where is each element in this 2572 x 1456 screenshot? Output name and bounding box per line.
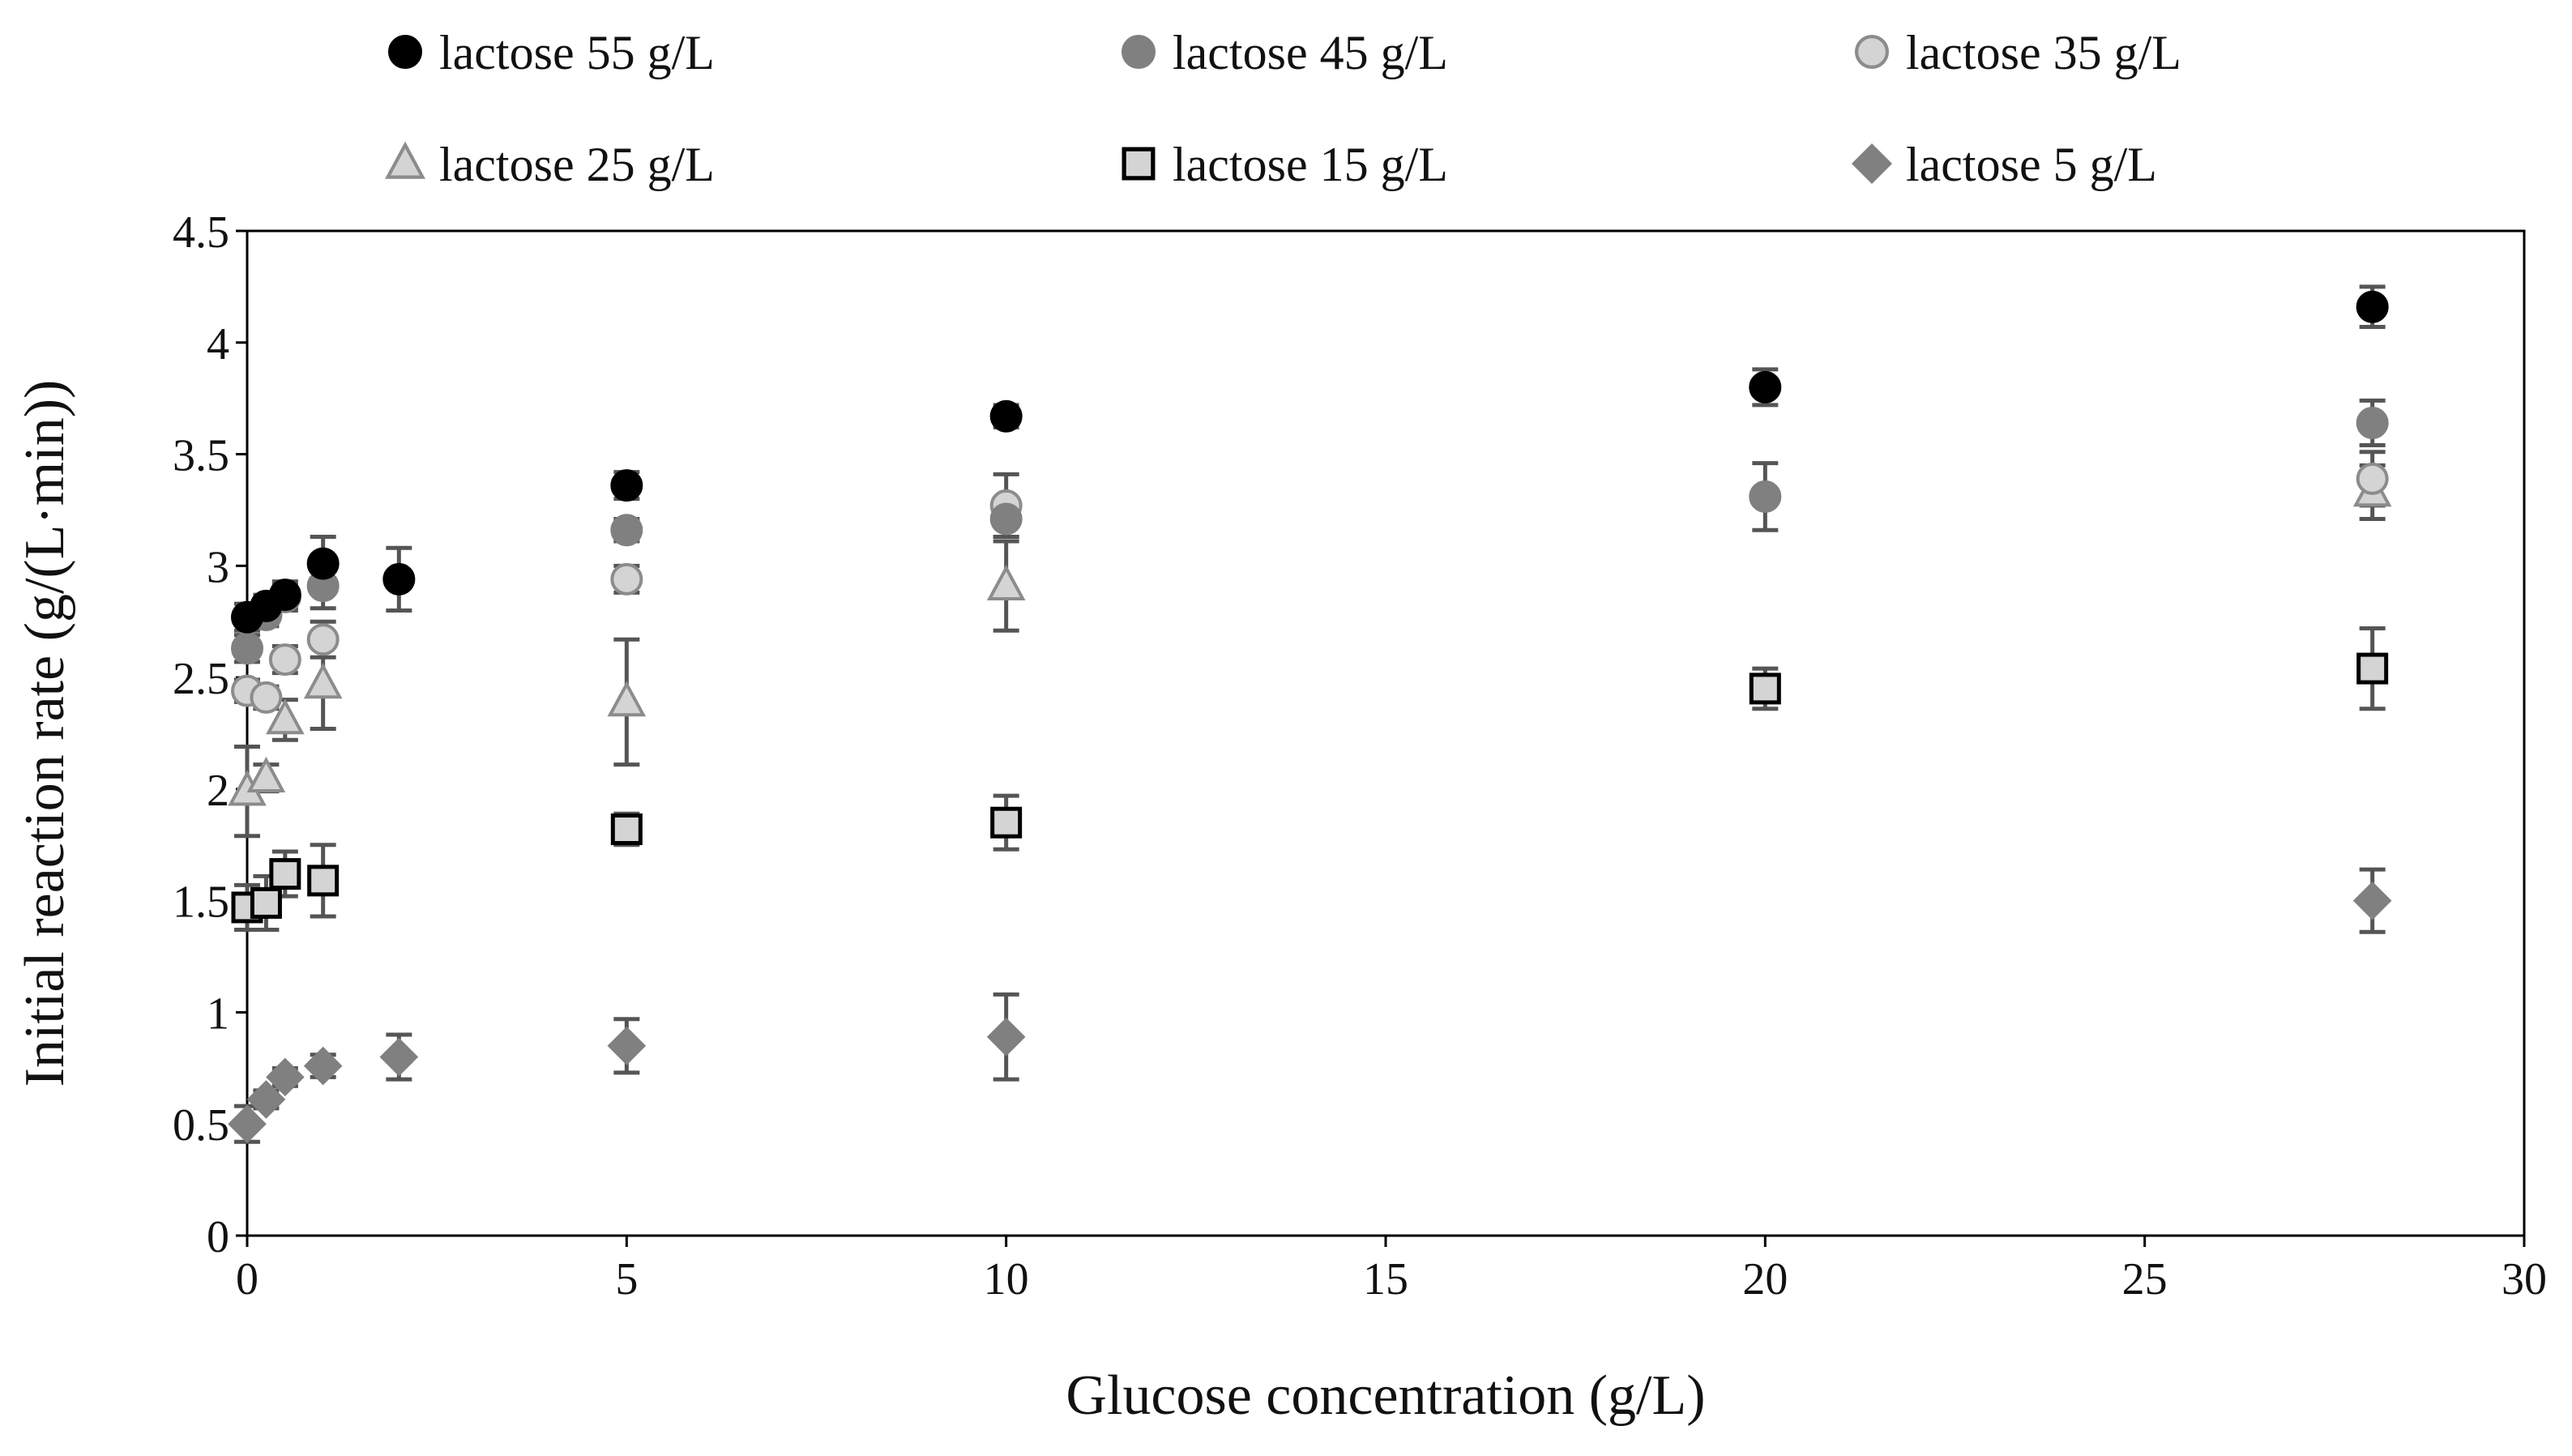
legend-label: lactose 55 g/L: [439, 26, 715, 79]
legend-label: lactose 35 g/L: [1906, 26, 2181, 79]
data-point: [246, 756, 286, 792]
data-point: [306, 547, 340, 580]
data-point: [266, 1057, 305, 1097]
data-point: [2352, 881, 2392, 920]
y-tick-label: 1: [207, 988, 229, 1039]
data-point: [303, 1046, 343, 1086]
legend-marker: [1855, 34, 1890, 69]
data-point: [610, 469, 643, 502]
data-point: [607, 1026, 647, 1065]
legend-label: lactose 5 g/L: [1906, 138, 2157, 191]
series-lactose-55-g-l: [231, 290, 2389, 634]
legend-item: lactose 55 g/L: [388, 26, 715, 79]
legend-item: lactose 15 g/L: [1122, 138, 1448, 191]
legend-marker: [1851, 143, 1893, 185]
data-point: [610, 562, 643, 596]
x-axis-title: Glucose concentration (g/L): [1066, 1364, 1705, 1427]
data-point: [610, 813, 643, 845]
data-point: [307, 865, 340, 897]
legend-marker: [388, 34, 423, 69]
data-point: [607, 681, 647, 717]
y-tick-label: 4: [207, 319, 229, 369]
legend-marker: [1121, 34, 1156, 69]
data-point: [246, 1080, 286, 1119]
legend: lactose 55 g/L lactose 45 g/L lactose 35 g…: [384, 26, 2181, 191]
data-point: [382, 562, 416, 596]
x-tick-label: 5: [615, 1254, 638, 1304]
data-point: [379, 1037, 419, 1077]
y-tick-label: 1.5: [173, 877, 229, 928]
data-point: [269, 858, 301, 890]
data-point: [266, 698, 305, 735]
data-point: [989, 502, 1023, 536]
data-point: [2356, 406, 2389, 439]
plot-frame: [246, 229, 2526, 1237]
data-point: [989, 399, 1023, 433]
data-point: [268, 643, 301, 677]
data-point: [610, 514, 643, 547]
data-point: [231, 632, 263, 665]
x-tick-label: 30: [2502, 1254, 2547, 1304]
y-tick-label: 3.5: [173, 431, 229, 481]
series-lactose-5-g-l: [228, 881, 2392, 1144]
legend-item: lactose 35 g/L: [1855, 26, 2181, 79]
y-tick-label: 2: [207, 766, 229, 816]
y-axis-title: Initial reaction rate (g/(L·min)): [14, 380, 76, 1087]
series-lactose-45-g-l: [231, 406, 2389, 665]
data-point: [986, 1017, 1026, 1057]
series-lactose-35-g-l: [231, 462, 2389, 714]
data-point: [250, 886, 282, 919]
data-point: [986, 564, 1026, 600]
legend-label: lactose 15 g/L: [1173, 138, 1448, 191]
x-tick-label: 10: [984, 1254, 1029, 1304]
legend-item: lactose 45 g/L: [1121, 26, 1448, 79]
data-point: [2356, 290, 2389, 323]
legend-item: lactose 25 g/L: [384, 138, 715, 191]
legend-marker: [1122, 147, 1156, 181]
data-point: [268, 579, 301, 612]
x-tick-label: 15: [1363, 1254, 1408, 1304]
y-tick-label: 3: [207, 542, 229, 592]
legend-marker: [384, 141, 426, 179]
data-point: [2356, 652, 2389, 685]
data-point: [228, 1104, 267, 1144]
data-point: [250, 681, 283, 714]
legend-label: lactose 25 g/L: [439, 138, 715, 191]
data-point: [1749, 480, 1782, 513]
error-bars: [234, 284, 2386, 1144]
y-tick-label: 0: [207, 1212, 229, 1262]
x-tick-label: 0: [236, 1254, 258, 1304]
data-markers: [228, 290, 2392, 1144]
data-point: [1749, 370, 1782, 403]
data-point: [306, 623, 340, 656]
data-point: [303, 663, 343, 699]
y-tick-label: 0.5: [173, 1100, 229, 1151]
y-tick-label: 2.5: [173, 654, 229, 704]
y-axis-ticks: 0 0.5 1 1.5 2 2.5 3 3.5 4 4.5: [173, 207, 247, 1262]
y-tick-label: 4.5: [173, 207, 229, 258]
legend-label: lactose 45 g/L: [1173, 26, 1448, 79]
x-tick-label: 20: [1742, 1254, 1788, 1304]
series-lactose-15-g-l: [231, 652, 2389, 924]
x-axis-ticks: 0 5 10 15 20 25 30: [236, 1236, 2547, 1304]
series-lactose-25-g-l: [228, 471, 2392, 806]
legend-item: lactose 5 g/L: [1851, 138, 2157, 191]
data-point: [990, 806, 1023, 839]
data-point: [2356, 462, 2389, 495]
data-point: [1749, 672, 1781, 705]
x-tick-label: 25: [2122, 1254, 2168, 1304]
